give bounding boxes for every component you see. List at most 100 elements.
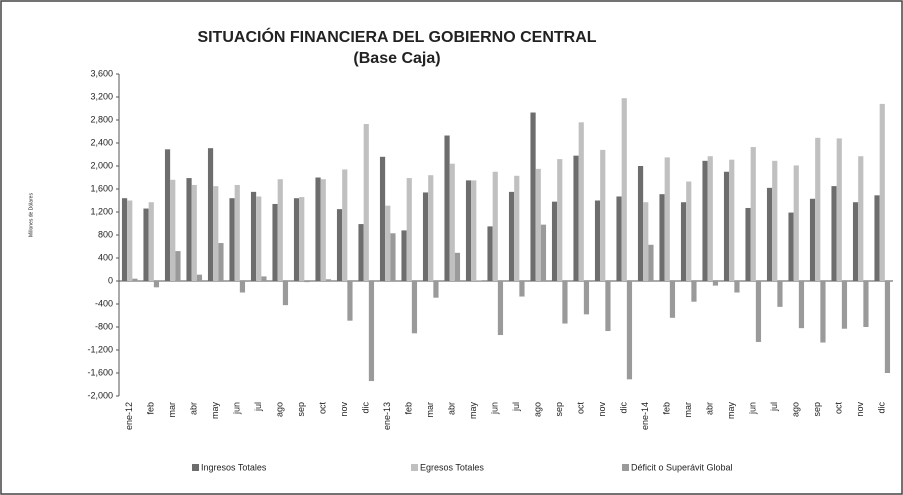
bar xyxy=(497,281,504,336)
bar xyxy=(772,160,778,281)
y-tick-label: 2,800 xyxy=(90,114,113,124)
x-tick-label: abr xyxy=(189,402,199,415)
bar xyxy=(406,178,412,281)
y-tick-label: 2,000 xyxy=(90,160,113,170)
bar xyxy=(229,198,235,281)
bar xyxy=(626,281,633,380)
bar xyxy=(578,122,584,281)
x-tick-label: abr xyxy=(705,402,715,415)
bar xyxy=(879,103,885,282)
bar xyxy=(594,200,601,281)
x-tick-label: jul xyxy=(253,402,263,412)
bar xyxy=(170,179,176,281)
bar xyxy=(487,226,493,281)
bar xyxy=(234,184,240,281)
bar xyxy=(621,98,627,282)
bar xyxy=(583,281,590,315)
bar xyxy=(164,149,171,281)
x-tick-label: feb xyxy=(146,402,156,415)
bar xyxy=(643,202,649,281)
bar xyxy=(196,274,203,281)
x-tick-label: may xyxy=(468,402,478,420)
bar xyxy=(492,171,498,281)
bar xyxy=(514,175,520,281)
bar xyxy=(121,198,128,281)
bar xyxy=(841,281,848,329)
bar xyxy=(428,175,434,281)
x-tick-label: may xyxy=(726,402,736,420)
legend-label: Ingresos Totales xyxy=(201,462,267,472)
bar xyxy=(325,279,332,281)
y-tick-label: 0 xyxy=(108,275,113,285)
bar xyxy=(336,209,343,281)
bar xyxy=(750,147,756,281)
bar xyxy=(320,179,326,281)
chart-subtitle: (Base Caja) xyxy=(353,50,440,67)
y-tick-label: 1,200 xyxy=(90,206,113,216)
bar xyxy=(659,194,665,281)
bar xyxy=(669,281,676,318)
bar xyxy=(519,281,525,297)
bar xyxy=(530,112,536,282)
bar xyxy=(363,124,369,282)
bar xyxy=(755,281,762,342)
y-tick-label: 2,400 xyxy=(90,137,113,147)
x-tick-label: jun xyxy=(748,402,758,415)
bar xyxy=(734,281,740,293)
bar xyxy=(191,184,197,281)
bar xyxy=(852,202,859,281)
bar xyxy=(723,171,730,281)
bar xyxy=(874,195,880,281)
legend-swatch xyxy=(622,464,629,471)
x-tick-label: ago xyxy=(533,402,543,417)
bar xyxy=(664,157,670,281)
y-tick-label: -1,600 xyxy=(87,367,113,377)
x-tick-label: sep xyxy=(812,402,822,417)
legend-label: Egresos Totales xyxy=(420,462,484,472)
bar xyxy=(557,159,563,281)
bar xyxy=(648,244,654,281)
bar xyxy=(411,281,418,334)
bar xyxy=(277,179,283,281)
x-tick-label: ago xyxy=(791,402,801,417)
bar xyxy=(605,281,611,332)
bar xyxy=(476,280,482,281)
y-tick-label: -1,200 xyxy=(87,344,113,354)
bar xyxy=(562,281,568,324)
bar xyxy=(347,281,353,321)
x-tick-label: oct xyxy=(576,402,586,415)
bar xyxy=(707,156,713,281)
y-tick-label: 3,600 xyxy=(90,68,113,78)
bar xyxy=(508,191,515,281)
bar xyxy=(788,212,794,281)
bar xyxy=(863,281,869,327)
bar xyxy=(535,168,541,281)
bar xyxy=(766,187,773,281)
y-tick-label: -2,000 xyxy=(87,390,113,400)
bar xyxy=(616,196,622,281)
bar xyxy=(540,224,547,281)
y-tick-label: 3,200 xyxy=(90,91,113,101)
bar xyxy=(798,281,805,329)
x-tick-label: jun xyxy=(490,402,500,415)
bar xyxy=(858,156,864,281)
bar xyxy=(293,198,300,281)
bar xyxy=(600,149,606,281)
bar xyxy=(691,281,697,302)
bar xyxy=(729,159,735,281)
bar xyxy=(282,281,289,306)
bar xyxy=(884,281,891,373)
bar xyxy=(831,186,837,281)
y-tick-label: -400 xyxy=(95,298,113,308)
bar xyxy=(815,137,821,281)
bar xyxy=(358,224,364,281)
bar xyxy=(186,178,192,281)
legend-label: Déficit o Superávit Global xyxy=(631,462,733,472)
x-tick-label: oct xyxy=(834,402,844,415)
x-tick-label: jun xyxy=(232,402,242,415)
bar xyxy=(686,181,692,281)
bar xyxy=(153,281,160,288)
x-tick-label: dic xyxy=(877,402,887,414)
x-tick-label: mar xyxy=(167,402,177,418)
bar xyxy=(261,276,267,281)
